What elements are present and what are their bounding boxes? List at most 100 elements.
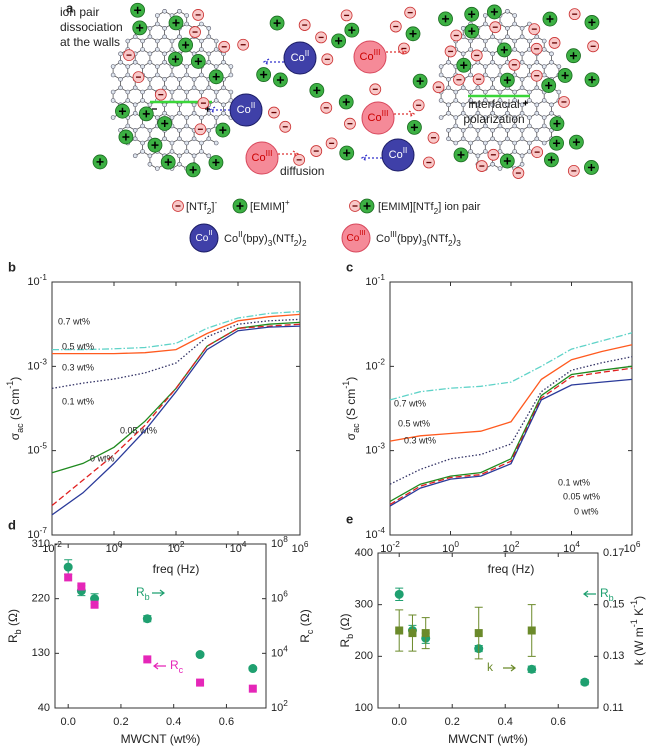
text-part: III: [382, 109, 389, 118]
diffusion-arrow: [360, 154, 382, 162]
text-part: 10: [168, 543, 180, 555]
y-tick-label: 130: [32, 647, 50, 659]
y-tick-label: 400: [355, 547, 373, 559]
cobalt-label: CoIII: [360, 48, 381, 63]
text-part: 0: [454, 540, 459, 549]
y-tick-label: 10-3: [27, 357, 47, 372]
point: [474, 629, 483, 638]
text-part: b: [609, 593, 614, 603]
point: [90, 600, 99, 609]
text-part: R: [600, 586, 609, 600]
series-label: Rb: [136, 585, 150, 602]
text-part: c: [305, 629, 315, 634]
y-tick-label: 10-2: [365, 357, 385, 372]
text-part: Co: [368, 112, 382, 124]
text-part: ): [453, 233, 457, 245]
series-label: 0.3 wt%: [404, 435, 436, 445]
text-part: -1: [40, 273, 48, 282]
cation-sign: [561, 71, 569, 79]
text-part: 4: [575, 540, 580, 549]
text-part: 10: [365, 276, 377, 288]
cation-sign: [273, 19, 281, 27]
cobalt-complex: CoII: [229, 93, 263, 127]
x-tick-label: 106: [292, 540, 309, 555]
y-tick-label: 300: [355, 599, 373, 611]
point: [395, 626, 404, 635]
series-line: [389, 344, 633, 442]
series-label: 0 wt%: [574, 506, 599, 516]
cation-sign: [572, 138, 580, 146]
text-part: +: [285, 198, 290, 207]
text-part: R: [170, 658, 179, 672]
point: [527, 664, 537, 674]
cation-sign: [142, 110, 150, 118]
text-part: (S cm: [8, 389, 22, 424]
text-part: -3: [40, 357, 48, 366]
x-tick-label: 102: [168, 540, 185, 555]
legend-label: CoIII(bpy)3(NTf2)3: [376, 230, 461, 248]
cobalt-complex: CoII: [283, 41, 317, 75]
cobalt-circle: [381, 138, 415, 172]
text-part: II: [238, 230, 243, 239]
series-label: Rc: [170, 658, 184, 675]
text-part: b: [345, 634, 355, 639]
text-part: (NTf: [427, 233, 449, 245]
point: [248, 684, 257, 693]
x-tick-label: 0.6: [219, 716, 234, 728]
annotation: polarization: [463, 112, 524, 126]
y-tick-label: 10-4: [365, 526, 385, 541]
text-part: R: [6, 634, 20, 643]
text-part: Co: [360, 51, 374, 63]
series-label: Rb: [600, 586, 614, 603]
text-part: -2: [392, 540, 400, 549]
text-part: ): [8, 377, 22, 381]
y2-tick-label: 104: [271, 644, 288, 659]
text-part: [EMIM][NTf: [378, 201, 435, 213]
series-label: 0 wt%: [90, 453, 115, 463]
y-tick-label: 200: [355, 650, 373, 662]
text-part: -7: [40, 526, 48, 535]
y2-tick-label: 0.17: [603, 547, 624, 559]
series-line: [389, 367, 633, 506]
text-part: 2: [302, 239, 307, 248]
cation-sign: [118, 107, 126, 115]
text-part: 10: [271, 702, 283, 714]
series-line: [51, 325, 301, 516]
y-tick-label: 310: [32, 538, 50, 550]
series-label: 0.7 wt%: [58, 316, 90, 326]
x-tick-label: 0.2: [113, 716, 128, 728]
text-part: 10: [365, 445, 377, 457]
point: [527, 626, 536, 635]
x-tick-label: 10-2: [380, 540, 400, 555]
text-part: -3: [378, 441, 386, 450]
point: [408, 629, 417, 638]
diffusion-arrow: [208, 106, 230, 114]
text-part: Co: [196, 233, 209, 244]
panel-label: d: [8, 517, 16, 532]
annotation: diffusion: [280, 164, 324, 178]
y-tick-label: 40: [38, 702, 50, 714]
text-part: -: [214, 198, 217, 207]
text-part: II: [403, 146, 408, 155]
panel-label: e: [346, 511, 353, 526]
x-tick-label: 106: [624, 540, 641, 555]
cation-sign: [122, 133, 130, 141]
y2-tick-label: 102: [271, 699, 288, 714]
cation-sign: [335, 37, 343, 45]
cobalt-label: CoIII: [368, 109, 389, 124]
cation-sign: [236, 202, 244, 210]
cation-sign: [164, 158, 172, 166]
text-part: 3: [268, 239, 273, 248]
cation-sign: [348, 26, 356, 34]
y-tick-label: 10-7: [27, 526, 47, 541]
series-line: [389, 332, 633, 401]
y2-axis-title: Rc (Ω): [298, 609, 315, 642]
label-arrow: [153, 662, 166, 670]
cation-sign: [136, 24, 144, 32]
text-part: ] ion pair: [438, 201, 481, 213]
text-part: 10: [271, 647, 283, 659]
legend-label: [EMIM]+: [250, 198, 290, 213]
cation-sign: [409, 30, 417, 38]
text-part: 3: [456, 239, 461, 248]
x-axis-title: MWCNT (wt%): [448, 732, 528, 746]
